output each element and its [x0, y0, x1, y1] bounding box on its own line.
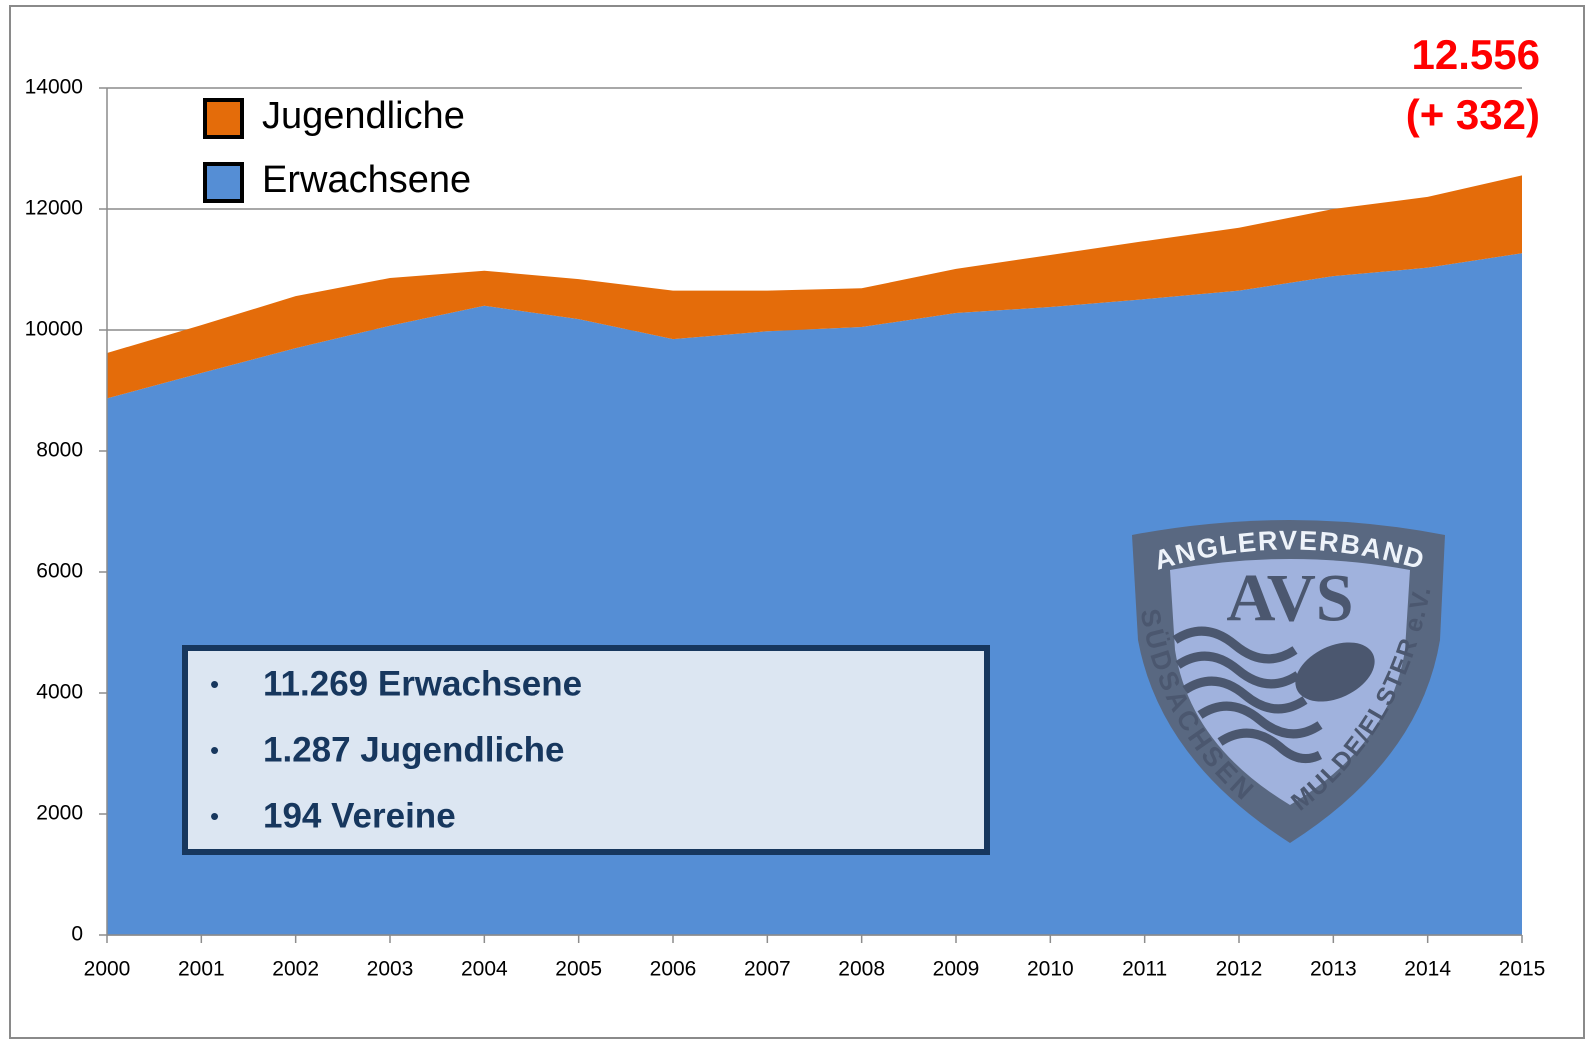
legend-label: Jugendliche [262, 95, 465, 137]
legend-label: Erwachsene [262, 159, 471, 201]
x-tick-label: 2015 [1499, 958, 1546, 981]
info-box-frame [182, 645, 990, 855]
y-tick-label: 14000 [25, 76, 83, 99]
x-tick-label: 2011 [1122, 958, 1167, 981]
x-tick-label: 2012 [1216, 958, 1263, 981]
x-tick-label: 2007 [744, 958, 791, 981]
legend: Jugendliche Erwachsene [203, 95, 471, 203]
x-tick-label: 2009 [933, 958, 980, 981]
x-tick-label: 2008 [838, 958, 885, 981]
y-tick-label: 12000 [25, 197, 83, 220]
x-tick-label: 2000 [84, 958, 131, 981]
x-tick-label: 2013 [1310, 958, 1357, 981]
y-tick-label: 0 [71, 923, 83, 946]
logo-fish [1295, 642, 1375, 702]
info-item: 194 Vereine [263, 796, 456, 835]
x-tick-label: 2005 [555, 958, 602, 981]
x-tick-label: 2004 [461, 958, 508, 981]
bullet: • [210, 669, 219, 699]
x-tick-label: 2010 [1027, 958, 1074, 981]
x-tick-label: 2003 [367, 958, 414, 981]
info-item: 11.269 Erwachsene [263, 664, 582, 703]
bullet: • [210, 801, 219, 831]
annotation-total: 12.556 [1412, 31, 1540, 78]
y-tick-label: 10000 [25, 318, 83, 341]
x-tick-label: 2001 [178, 958, 225, 981]
x-tick-label: 2006 [650, 958, 697, 981]
logo-waves [1172, 626, 1323, 764]
bullet: • [210, 735, 219, 765]
y-tick-label: 2000 [36, 802, 83, 825]
annotation-change: (+ 332) [1406, 91, 1540, 138]
x-tick-label: 2002 [272, 958, 319, 981]
y-tick-label: 4000 [36, 681, 83, 704]
info-item: 1.287 Jugendliche [263, 730, 565, 769]
x-tick-label: 2014 [1404, 958, 1451, 981]
y-tick-label: 6000 [36, 560, 83, 583]
legend-swatch [203, 162, 244, 203]
logo: ANGLERVERBAND AVS SÜDSACHSEN MULDE/ELSTE… [1132, 520, 1445, 843]
y-tick-label: 8000 [36, 439, 83, 462]
logo-center-text: AVS [1226, 560, 1353, 636]
overlay: 12.556 (+ 332) ANGLERVERBAND AVS SÜDSACH… [182, 31, 1540, 855]
area [107, 175, 1522, 399]
legend-swatch [203, 98, 244, 139]
info-box: • • • 11.269 Erwachsene 1.287 Jugendlich… [182, 645, 990, 855]
